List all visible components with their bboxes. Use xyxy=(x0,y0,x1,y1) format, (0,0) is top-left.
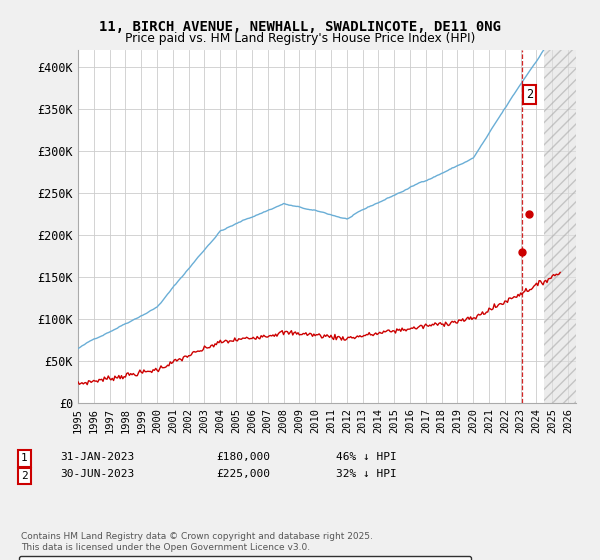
Text: 2: 2 xyxy=(526,88,533,101)
Text: 32% ↓ HPI: 32% ↓ HPI xyxy=(336,469,397,479)
Text: 30-JUN-2023: 30-JUN-2023 xyxy=(60,469,134,479)
Text: Contains HM Land Registry data © Crown copyright and database right 2025.
This d: Contains HM Land Registry data © Crown c… xyxy=(21,532,373,552)
Text: 31-JAN-2023: 31-JAN-2023 xyxy=(60,452,134,462)
Text: 2: 2 xyxy=(21,471,28,481)
Legend: 11, BIRCH AVENUE, NEWHALL, SWADLINCOTE, DE11 0NG (detached house), HPI: Average : 11, BIRCH AVENUE, NEWHALL, SWADLINCOTE, … xyxy=(19,556,470,560)
Text: £225,000: £225,000 xyxy=(216,469,270,479)
Text: Price paid vs. HM Land Registry's House Price Index (HPI): Price paid vs. HM Land Registry's House … xyxy=(125,32,475,45)
Text: 11, BIRCH AVENUE, NEWHALL, SWADLINCOTE, DE11 0NG: 11, BIRCH AVENUE, NEWHALL, SWADLINCOTE, … xyxy=(99,20,501,34)
Text: 46% ↓ HPI: 46% ↓ HPI xyxy=(336,452,397,462)
Text: 1: 1 xyxy=(21,454,28,464)
Text: £180,000: £180,000 xyxy=(216,452,270,462)
